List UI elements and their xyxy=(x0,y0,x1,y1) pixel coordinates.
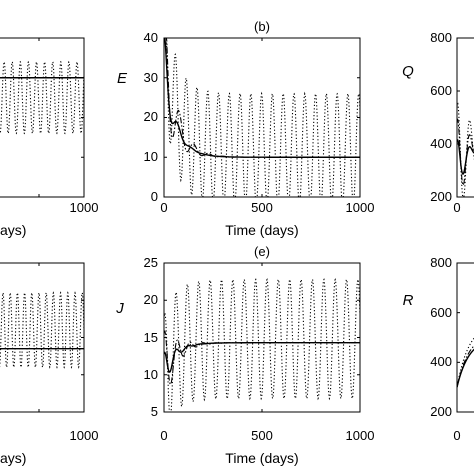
series-line-dashdot xyxy=(164,38,360,158)
panel-f: 200 400 600 800 R 0 xyxy=(403,255,474,443)
y-tick-label: 800 xyxy=(430,30,452,45)
y-tick-label: 600 xyxy=(430,83,452,98)
y-tick-label: 10 xyxy=(144,367,158,382)
x-tick-label: 500 xyxy=(251,428,273,443)
axes-box xyxy=(163,262,361,413)
panel-d: 1000 ays) xyxy=(0,262,99,466)
y-tick-label: 30 xyxy=(144,70,158,85)
x-tick-label: 0 xyxy=(453,200,460,215)
axes-box xyxy=(456,37,474,198)
axes-box xyxy=(0,262,85,413)
y-tick-label: 10 xyxy=(144,149,158,164)
y-tick-label: 600 xyxy=(430,305,452,320)
y-tick-label: 0 xyxy=(151,189,158,204)
y-tick-label: 400 xyxy=(430,136,452,151)
x-axis-label: Time (days) xyxy=(225,450,298,466)
panel-title: (b) xyxy=(254,19,270,34)
y-tick-label: 20 xyxy=(144,109,158,124)
y-axis-label: R xyxy=(403,292,414,309)
series-line-solid xyxy=(164,342,360,373)
series-line-dotted xyxy=(0,291,84,369)
y-tick-label: 25 xyxy=(144,255,158,270)
y-tick-label: 400 xyxy=(430,354,452,369)
x-axis-label: Time (days) xyxy=(225,222,298,238)
x-tick-label: 0 xyxy=(160,200,167,215)
x-tick-label: 1000 xyxy=(346,428,375,443)
x-axis-label: ays) xyxy=(0,222,26,238)
y-tick-label: 40 xyxy=(144,30,158,45)
y-tick-label: 20 xyxy=(144,292,158,307)
y-tick-label: 800 xyxy=(430,255,452,270)
x-tick-label: 1000 xyxy=(346,200,375,215)
y-axis-label: E xyxy=(117,70,128,87)
y-tick-label: 5 xyxy=(151,404,158,419)
y-tick-label: 15 xyxy=(144,330,158,345)
x-tick-label: 0 xyxy=(453,428,460,443)
x-tick-label: 1000 xyxy=(70,428,99,443)
x-tick-label: 0 xyxy=(160,428,167,443)
y-tick-label: 200 xyxy=(430,404,452,419)
panel-b: (b) 0 500 1000 0 10 20 30 40 E Time (day… xyxy=(117,19,374,238)
axes-box xyxy=(456,262,474,413)
y-axis-label: J xyxy=(115,300,124,317)
series-line-dashdot xyxy=(164,330,360,385)
panel-title: (e) xyxy=(254,244,270,259)
panel-e: (e) 0 500 1000 5 10 15 20 25 J Time (day… xyxy=(115,244,374,466)
panel-a: 1000 ays) xyxy=(0,37,99,238)
panel-c: 200 400 600 800 Q 0 xyxy=(402,30,474,215)
series-line-dotted xyxy=(164,38,360,197)
x-tick-label: 500 xyxy=(251,200,273,215)
series-line-dotted xyxy=(0,60,84,135)
y-axis-label: Q xyxy=(402,63,414,80)
y-tick-label: 200 xyxy=(430,189,452,204)
x-axis-label: ays) xyxy=(0,450,26,466)
x-tick-label: 1000 xyxy=(70,200,99,215)
